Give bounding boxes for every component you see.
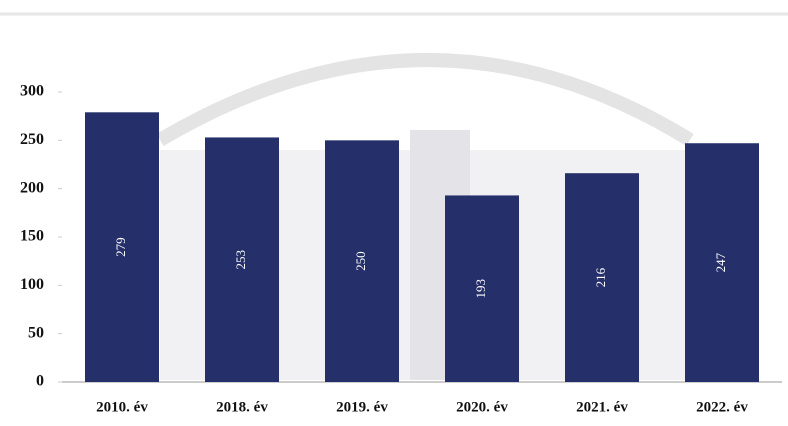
background-arch <box>156 53 694 147</box>
value-label: 253 <box>233 250 248 270</box>
x-tick-label: 2018. év <box>216 399 268 415</box>
bar <box>205 137 279 382</box>
x-tick-label: 2010. év <box>96 399 148 415</box>
y-tick-label: 300 <box>20 83 44 100</box>
x-tick-label: 2020. év <box>456 399 508 415</box>
y-tick-label: 0 <box>36 373 44 390</box>
bar <box>685 143 759 382</box>
bar <box>445 195 519 382</box>
value-label: 193 <box>473 279 488 299</box>
y-tick-label: 200 <box>20 179 44 196</box>
x-tick-label: 2019. év <box>336 399 388 415</box>
y-tick-label: 250 <box>20 131 44 148</box>
y-tick-label: 100 <box>20 276 44 293</box>
y-tick-label: 50 <box>28 324 44 341</box>
bar <box>325 140 399 382</box>
value-label: 279 <box>113 237 128 257</box>
x-tick-label: 2021. év <box>576 399 628 415</box>
value-label: 250 <box>353 251 368 271</box>
bar <box>85 112 159 383</box>
value-label: 216 <box>593 267 608 287</box>
y-tick-label: 150 <box>20 228 44 245</box>
value-label: 247 <box>713 252 728 272</box>
x-tick-label: 2022. év <box>696 399 748 415</box>
bar <box>565 173 639 382</box>
